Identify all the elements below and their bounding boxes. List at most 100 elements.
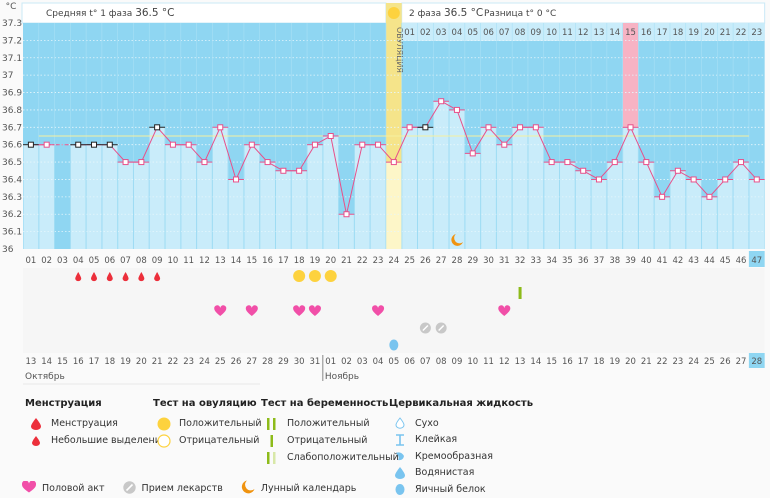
temperature-bar	[638, 162, 654, 249]
legend-label: Яичный белок	[415, 483, 486, 495]
calendar-date: 23	[183, 357, 194, 367]
temperature-point	[390, 159, 397, 166]
temperature-bar	[275, 170, 291, 249]
calendar-date: 18	[594, 357, 605, 367]
y-tick-label: 37.2	[2, 36, 22, 46]
temperature-point	[722, 176, 729, 183]
dry-drop-icon	[389, 417, 411, 429]
calendar-date: 25	[704, 357, 715, 367]
phase2-day-label: 12	[578, 28, 589, 38]
calendar-date: 27	[736, 357, 747, 367]
cycle-day-label: 24	[388, 256, 399, 266]
calendar-date: 20	[625, 357, 636, 367]
y-tick-label: 37.3	[2, 19, 22, 29]
temperature-bar	[165, 144, 181, 249]
calendar-date: 15	[57, 357, 68, 367]
calendar-date: 16	[73, 357, 84, 367]
legend-pregnancy-test: Тест на беременность Положительный Отриц…	[261, 398, 399, 466]
cycle-day-label: 13	[215, 256, 226, 266]
temperature-bar	[370, 144, 386, 249]
temperature-point	[501, 141, 508, 148]
temperature-bar	[418, 127, 433, 249]
legend-title: Тест на овуляцию	[153, 398, 257, 409]
temperature-point	[595, 176, 602, 183]
temperature-bar	[212, 127, 228, 249]
calendar-date: 27	[246, 357, 257, 367]
calendar-date: 19	[609, 357, 620, 367]
calendar-date: 17	[89, 357, 100, 367]
menstruation-drop-icon	[138, 272, 145, 282]
phase2-day-label: 06	[483, 28, 494, 38]
temperature-bar	[717, 179, 733, 249]
temperature-bar	[354, 144, 370, 249]
temperature-point	[706, 193, 713, 200]
cycle-day-label: 20	[325, 256, 336, 266]
ovulation-sun-icon	[387, 7, 400, 19]
temperature-bar	[118, 162, 133, 249]
menstruation-drop-icon	[154, 272, 161, 282]
calendar-date: 01	[325, 357, 336, 367]
calendar-date: 21	[641, 357, 652, 367]
cycle-day-label: 11	[183, 256, 194, 266]
temperature-point	[564, 159, 571, 166]
temperature-point	[138, 159, 145, 166]
temperature-point	[611, 159, 618, 166]
menstruation-drop-icon	[75, 272, 82, 282]
cycle-day-label: 27	[436, 256, 447, 266]
temperature-bar	[102, 144, 118, 249]
temperature-point	[106, 141, 113, 148]
ovulation-bar	[385, 162, 402, 249]
temperature-bar	[291, 170, 307, 249]
calendar-date: 30	[294, 357, 305, 367]
heart-icon	[308, 305, 321, 316]
legend-label: Положительный	[287, 418, 370, 429]
temperature-bar	[575, 170, 591, 249]
temperature-point	[296, 167, 303, 174]
calendar-date: 31	[310, 357, 321, 367]
ovulation-test-positive-icon	[324, 270, 337, 282]
sun-filled-icon	[153, 417, 175, 431]
heart-icon	[293, 305, 306, 316]
temperature-bar	[654, 196, 670, 249]
temperature-bar	[544, 162, 560, 249]
calendar-date: 26	[231, 357, 242, 367]
temperature-bar	[670, 170, 686, 249]
menstruation-drop-icon	[122, 272, 129, 282]
heart-icon	[245, 305, 258, 316]
small-drop-icon	[25, 435, 47, 446]
calendar-date: 21	[152, 357, 163, 367]
phase2-day-label: 09	[530, 28, 541, 38]
phase2-day-label: 04	[452, 28, 463, 38]
temperature-point	[753, 176, 760, 183]
calendar-date: 10	[467, 357, 478, 367]
cycle-day-label: 18	[294, 256, 305, 266]
phase2-day-label: 11	[562, 28, 573, 38]
temperature-point	[233, 176, 240, 183]
calendar-date: 28	[262, 357, 273, 367]
legend-title: Цервикальная жидкость	[389, 398, 534, 409]
pill-icon	[122, 480, 136, 497]
calendar-date: 13	[25, 357, 36, 367]
temperature-bar	[481, 127, 496, 249]
y-tick-label: 36.4	[2, 175, 22, 185]
legend-label: Слабоположительный	[287, 452, 399, 463]
temperature-bar	[402, 127, 417, 249]
phase2-day-label: 22	[736, 28, 747, 38]
temperature-point	[674, 167, 681, 174]
cycle-day-label: 40	[641, 256, 652, 266]
calendar-date: 28	[751, 357, 762, 367]
legend-label: Небольшие выделения	[51, 435, 167, 446]
y-tick-label: 36.2	[2, 210, 22, 220]
calendar-date: 14	[41, 357, 52, 367]
cycle-day-label: 22	[357, 256, 368, 266]
legend-bottom: Половой акт Прием лекарств Лунный календ…	[21, 480, 374, 497]
cycle-day-label: 03	[57, 256, 68, 266]
temperature-point	[122, 159, 129, 166]
cycle-day-label: 31	[499, 256, 510, 266]
y-tick-label: 36.6	[2, 141, 22, 151]
temperature-bar	[133, 162, 149, 249]
pill-stroke	[422, 324, 429, 332]
egg-white-icon	[389, 483, 411, 496]
phase2-day-label: 17	[657, 28, 668, 38]
temperature-point	[43, 141, 50, 148]
